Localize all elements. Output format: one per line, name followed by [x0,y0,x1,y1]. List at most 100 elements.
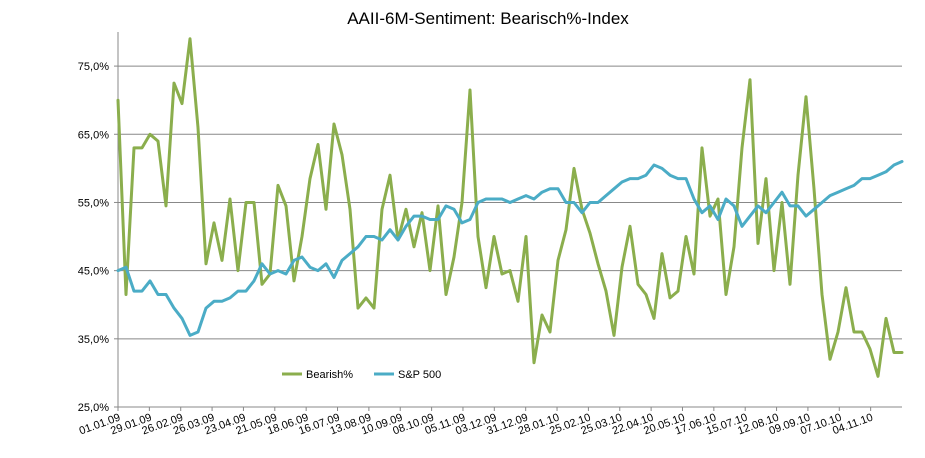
data-point [668,174,672,177]
data-point [436,218,440,221]
data-point [116,269,120,272]
data-point [260,283,264,286]
data-point [204,262,208,265]
data-point [148,279,152,283]
data-point [596,262,600,265]
data-point [140,289,144,293]
data-point [244,289,248,293]
data-point [676,177,680,180]
data-point [276,269,280,272]
data-point [252,279,256,283]
data-point [548,330,552,334]
data-point [876,174,880,177]
data-point [308,177,312,180]
data-point [348,252,352,255]
data-point [716,218,720,221]
data-point [188,334,192,337]
data-point [764,211,768,214]
data-point [620,180,624,184]
data-point [708,204,712,208]
data-point [444,204,448,208]
data-point [596,201,600,204]
data-point [836,330,840,334]
data-point [316,269,320,272]
data-point [692,272,696,276]
data-point [892,351,896,354]
data-point [356,245,360,248]
data-point [732,204,736,208]
data-point [732,245,736,248]
data-point [212,300,216,303]
data-point [868,347,872,351]
chart-title: AAII-6M-Sentiment: Bearisch%-Index [347,9,629,28]
data-point [564,228,568,231]
data-point [204,306,208,310]
data-point [780,191,784,194]
data-point [820,293,824,296]
data-point [372,235,376,238]
data-point [692,197,696,201]
data-point [404,208,408,211]
data-point [620,266,624,269]
data-point [172,81,176,85]
data-point [740,225,744,228]
data-point [484,197,488,201]
data-point [716,197,720,201]
data-point [764,177,768,180]
data-point [700,146,704,150]
data-point [364,296,368,300]
data-point [812,208,816,211]
data-point [180,317,184,320]
data-point [340,153,344,156]
data-point [452,255,456,259]
data-point [124,266,128,269]
data-point [492,197,496,201]
data-point [292,259,296,262]
data-point [868,177,872,180]
data-point [860,330,864,334]
data-point [820,201,824,204]
data-point [604,289,608,293]
data-point [812,187,816,190]
data-point [652,317,656,320]
data-point [628,177,632,180]
data-point [460,201,464,204]
data-point [220,259,224,262]
data-point [116,99,120,102]
data-point [540,313,544,317]
data-point [340,259,344,262]
data-point [140,146,144,150]
data-point [652,163,656,167]
data-point [276,184,280,187]
data-point [612,334,616,337]
legend-label: Bearish% [306,369,353,381]
data-point [684,235,688,238]
data-point [156,139,160,143]
data-point [524,194,528,197]
data-point [308,266,312,269]
data-point [588,201,592,204]
data-point [708,214,712,218]
data-point [788,204,792,208]
data-point [164,293,168,296]
data-point [724,293,728,296]
data-point [548,187,552,190]
data-point [172,306,176,310]
data-point [292,279,296,283]
data-point [196,330,200,334]
data-point [876,375,880,378]
data-point [540,191,544,194]
data-point [380,208,384,211]
data-point [356,306,360,310]
data-point [468,88,472,92]
data-point [236,289,240,293]
data-point [404,225,408,228]
series-bearish [116,37,904,378]
legend-label: S&P 500 [398,369,441,381]
data-point [428,269,432,272]
data-point [228,197,232,201]
data-point [676,289,680,293]
data-point [852,330,856,334]
data-point [212,221,216,225]
